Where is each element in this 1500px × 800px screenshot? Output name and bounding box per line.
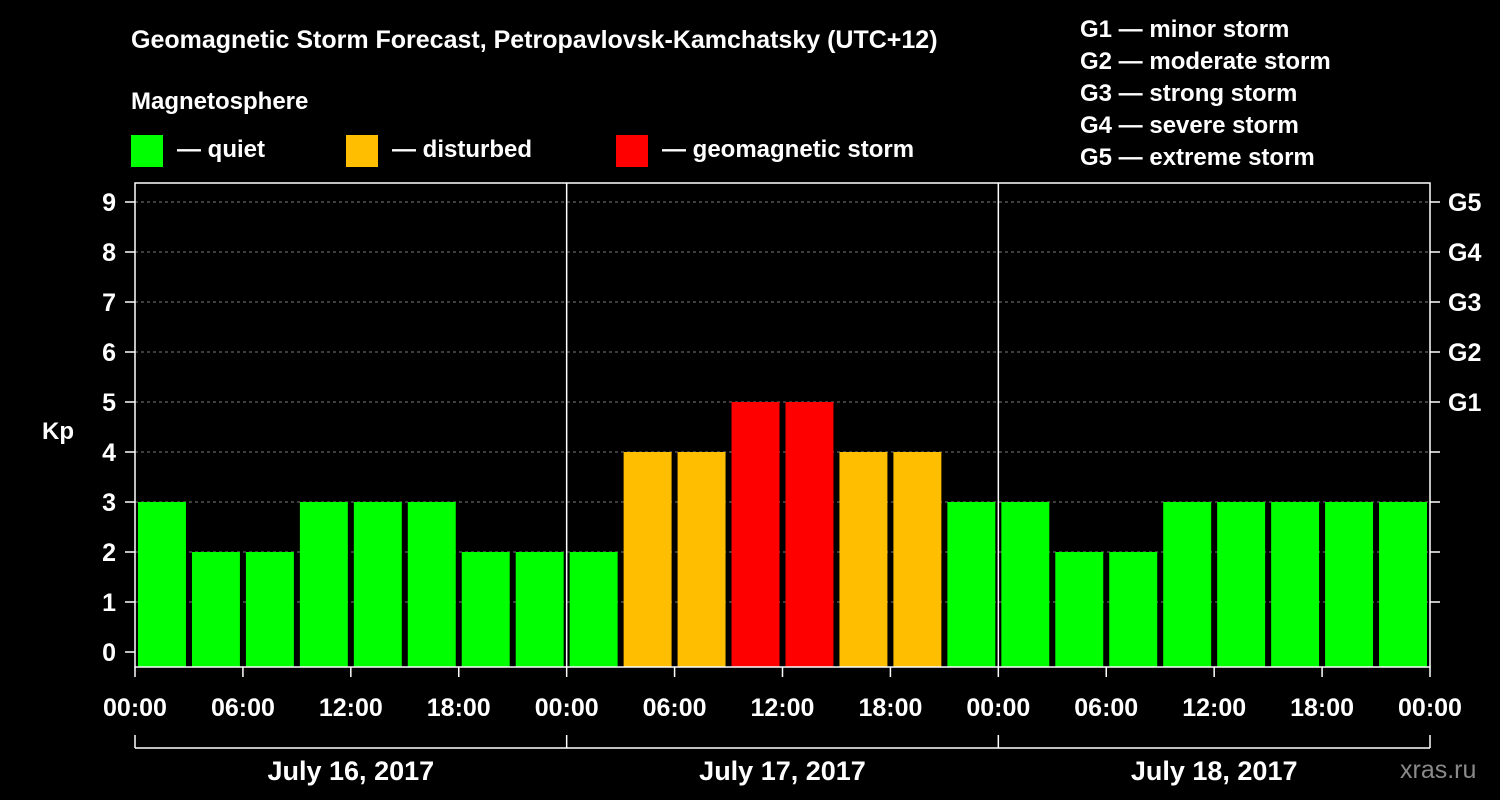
date-label-2: July 17, 2017 [699,756,866,786]
x-tick-label-3: 12:00 [319,694,383,722]
y-tick-label-5: 5 [102,389,116,417]
right-tick-label-g3: G3 [1448,289,1481,317]
date-label-1: July 16, 2017 [268,756,435,786]
x-tick-label-1: 00:00 [103,694,167,722]
bar-8 [515,552,564,667]
date-label-3: July 18, 2017 [1131,756,1298,786]
bars [138,402,1427,667]
x-tick-label-9: 00:00 [966,694,1030,722]
y-tick-label-6: 6 [102,339,116,367]
y-tick-label-9: 9 [102,189,116,217]
scale-item-5: G5 — extreme storm [1080,144,1315,171]
y-tick-label-2: 2 [102,539,116,567]
y-axis-label: Kp [42,418,74,445]
x-tick-label-5: 00:00 [535,694,599,722]
y-tick-label-1: 1 [102,589,116,617]
scale-item-3: G3 — strong storm [1080,80,1297,107]
bar-2 [191,552,240,667]
right-tick-label-g5: G5 [1448,189,1481,217]
x-tick-label-11: 12:00 [1182,694,1246,722]
bar-10 [623,452,672,667]
bar-13 [785,402,834,667]
scale-item-2: G2 — moderate storm [1080,48,1331,75]
bar-1 [138,502,186,667]
legend-swatch-3 [616,135,648,167]
bar-23 [1325,502,1374,667]
x-tick-label-10: 06:00 [1074,694,1138,722]
bar-9 [569,552,618,667]
storm-scale-list: G1 — minor storm G2 — moderate storm G3 — … [1080,16,1331,171]
bar-11 [677,452,726,667]
x-tick-label-7: 12:00 [751,694,815,722]
bar-14 [839,452,888,667]
bar-16 [947,502,996,667]
bar-21 [1217,502,1266,667]
bar-6 [407,502,456,667]
legend-label-1: — quiet [177,136,265,163]
y-tick-label-0: 0 [102,639,116,667]
bar-22 [1271,502,1320,667]
x-tick-label-2: 06:00 [211,694,275,722]
bar-24 [1379,502,1427,667]
right-tick-label-g4: G4 [1448,239,1481,267]
x-tick-label-12: 18:00 [1290,694,1354,722]
bar-7 [461,552,510,667]
legend: — quiet — disturbed — geomagnetic storm [131,135,914,167]
bar-12 [731,402,780,667]
y-tick-label-4: 4 [102,439,116,467]
bar-17 [1001,502,1050,667]
scale-item-1: G1 — minor storm [1080,16,1289,43]
bar-5 [353,502,402,667]
x-tick-label-6: 06:00 [643,694,707,722]
bar-3 [245,552,294,667]
bar-15 [893,452,942,667]
legend-label-3: — geomagnetic storm [662,136,914,163]
x-tick-label-8: 18:00 [858,694,922,722]
legend-swatch-2 [346,135,378,167]
bar-18 [1055,552,1104,667]
chart-title: Geomagnetic Storm Forecast, Petropavlovs… [131,26,938,54]
y-tick-label-3: 3 [102,489,116,517]
x-tick-label-4: 18:00 [427,694,491,722]
y-tick-label-8: 8 [102,239,116,267]
scale-item-4: G4 — severe storm [1080,112,1299,139]
legend-swatch-1 [131,135,163,167]
right-tick-label-g2: G2 [1448,339,1481,367]
x-tick-label-13: 00:00 [1398,694,1462,722]
bar-20 [1163,502,1212,667]
bar-19 [1109,552,1158,667]
y-tick-label-7: 7 [102,289,116,317]
credit-text: xras.ru [1400,756,1476,784]
legend-title: Magnetosphere [131,88,308,115]
bar-4 [299,502,348,667]
legend-label-2: — disturbed [392,136,532,163]
axes: 0 1 2 3 4 5 6 7 8 9 G1 G2 G3 G4 G5 00:00 06:00 12:00 18:00… [102,182,1481,786]
right-tick-label-g1: G1 [1448,389,1481,417]
